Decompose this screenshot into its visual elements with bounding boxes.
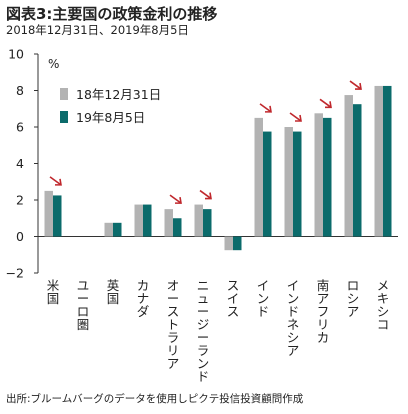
bar-series1-11 [374,85,383,237]
x-category-label: インドネシア [287,278,300,358]
chart-title: 図表3:主要国の政策金利の推移 [6,5,218,23]
bar-series2-6 [233,236,242,251]
x-category-label: 英国 [107,278,120,306]
legend-label-series2: 19年8月5日 [76,110,145,125]
legend-swatch-series1 [60,88,68,100]
bar-series2-5 [203,209,212,237]
rate-cut-arrow [199,189,212,200]
rate-cut-arrow [319,98,332,108]
rate-cut-arrowhead [295,114,302,122]
bar-series2-11 [383,85,392,237]
x-category-label: インド [257,278,270,319]
y-tick-label: 0 [16,229,24,244]
rate-cut-arrowhead [205,192,212,200]
bar-series1-5 [194,204,203,237]
bar-series1-2 [104,222,113,237]
bar-series2-4 [173,218,182,237]
rate-cut-arrow [169,194,182,204]
bar-series2-10 [353,104,362,237]
bar-series2-8 [293,131,302,237]
rate-cut-arrow [349,80,362,90]
rate-cut-arrowhead [355,82,362,90]
rate-cut-arrowhead [325,101,332,109]
y-tick-label: 6 [16,120,24,135]
rate-cut-arrow [289,112,302,122]
rate-cut-arrowhead [175,196,182,204]
bar-series2-9 [323,117,332,237]
y-tick-label: −2 [6,266,24,281]
legend-label-series1: 18年12月31日 [76,87,161,102]
x-category-label: 米国 [47,278,60,306]
bar-series2-7 [263,131,272,237]
bar-series2-0 [53,195,62,237]
x-category-label: ロシア [347,278,360,319]
rate-cut-arrow [259,103,272,113]
x-category-label: 南アフリカ [317,278,330,345]
x-category-label: オーストラリア [167,278,180,371]
rate-cut-arrowhead [265,105,272,113]
y-unit-label: % [48,57,59,71]
y-tick-label: 8 [16,83,24,98]
x-category-label: ニュージーランド [197,278,210,384]
x-category-label: カナダ [137,278,150,319]
bar-series2-3 [143,204,152,237]
bar-series1-8 [284,127,293,237]
x-category-label: スイス [227,278,240,319]
bar-series2-2 [113,222,122,237]
bar-series1-0 [44,190,53,237]
rate-cut-arrow [49,176,62,186]
y-tick-label: 2 [16,193,24,208]
bar-series1-10 [344,95,353,237]
rate-cut-arrowhead [55,178,62,186]
legend-swatch-series2 [60,111,68,123]
bar-series1-4 [164,209,173,237]
policy-rate-bar-chart: −2 0 2 4 6 8 10% 米国 ユーロ圏 英国 カナダ オーストラリア ニュージーランド スイス イ… [6,47,398,384]
y-tick-label: 4 [16,156,24,171]
bar-series1-6 [224,236,233,251]
bar-series1-9 [314,113,323,237]
source-note: 出所:ブルームバーグのデータを使用しピクテ投信投資顧問作成 [6,393,304,405]
y-tick-label: 10 [8,47,24,62]
x-category-label: ユーロ圏 [77,278,90,332]
bar-series1-7 [254,117,263,237]
bar-series1-3 [134,204,143,237]
chart-subtitle: 2018年12月31日、2019年8月5日 [6,23,189,37]
x-category-label: メキシコ [377,278,390,332]
